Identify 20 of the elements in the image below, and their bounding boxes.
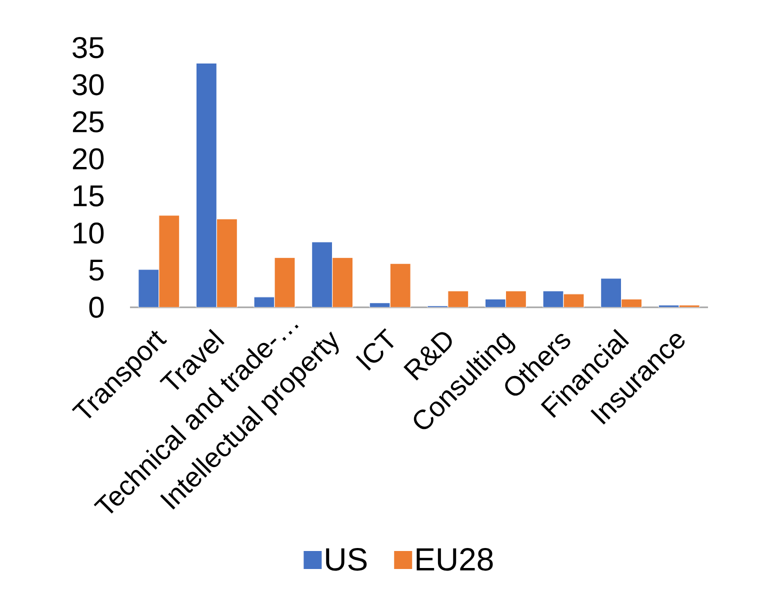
bar xyxy=(274,257,296,308)
x-tick-label: ICT xyxy=(356,328,394,371)
y-tick-label: 20 xyxy=(72,148,104,170)
bar xyxy=(158,214,180,308)
y-tick-label: 10 xyxy=(74,222,104,244)
bar xyxy=(138,269,160,308)
bar xyxy=(332,257,354,308)
y-tick-label: 15 xyxy=(74,186,104,206)
bar xyxy=(621,299,642,308)
legend-label: US xyxy=(326,548,367,571)
y-tick-label: 35 xyxy=(72,36,104,58)
bar xyxy=(448,290,469,308)
bar xyxy=(505,290,526,308)
y-tick-label: 30 xyxy=(72,74,104,96)
y-tick-label: 0 xyxy=(89,296,104,318)
legend-label: EU28 xyxy=(416,548,493,571)
bar xyxy=(390,263,411,308)
bar xyxy=(216,218,238,308)
y-tick-label: 5 xyxy=(89,260,104,281)
y-tick-label: 25 xyxy=(72,111,104,132)
